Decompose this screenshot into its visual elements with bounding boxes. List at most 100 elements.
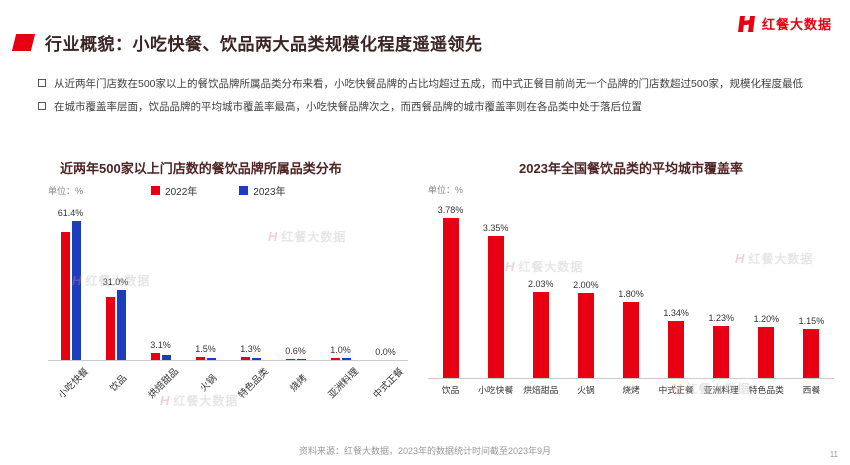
bar-group: 3.1% xyxy=(138,202,183,361)
category-label-zone: 饮品 xyxy=(93,361,138,415)
bar xyxy=(240,357,250,360)
bar-group: 1.5% xyxy=(183,202,228,361)
title-row: 行业概貌：小吃快餐、饮品两大品类规模化程度遥遥领先 xyxy=(11,30,483,55)
value-label: 3.35% xyxy=(482,223,509,234)
category-label: 中式正餐 xyxy=(658,385,694,395)
bar-group: 1.3% xyxy=(228,202,273,361)
chart-column: 1.15% 西餐 xyxy=(788,200,834,399)
chart-column: 1.0% 亚洲料理 xyxy=(318,202,363,415)
bar xyxy=(803,329,820,378)
chart-column: 1.20% 特色品类 xyxy=(743,200,789,399)
category-label: 特色品类 xyxy=(748,385,784,395)
category-label: 特色品类 xyxy=(236,366,272,401)
source-note: 资料来源：红餐大数据，2023年的数据统计时间截至2023年9月 xyxy=(298,446,552,456)
value-label: 1.34% xyxy=(663,308,689,319)
bar-group: 0.0% xyxy=(363,202,408,361)
bar xyxy=(161,354,171,360)
bar xyxy=(116,290,126,360)
bar xyxy=(577,293,594,378)
value-label: 1.23% xyxy=(708,312,734,323)
category-label-zone: 小吃快餐 xyxy=(48,361,93,415)
bar xyxy=(713,325,730,378)
chart-meta-row: 单位：% 2022年 2023年 xyxy=(48,183,408,198)
category-label: 烧烤 xyxy=(288,372,310,395)
legend-item: 2022年 xyxy=(151,183,197,198)
value-label: 3.78% xyxy=(437,204,464,215)
chart-column: 3.1% 烘焙甜品 xyxy=(138,202,183,415)
bullet-text: 从近两年门店数在500家以上的餐饮品牌所属品类分布来看，小吃快餐品牌的占比均超过… xyxy=(54,78,804,90)
value-label: 1.5% xyxy=(195,343,216,354)
value-label: 2.00% xyxy=(573,280,599,291)
chart-column: 0.0% 中式正餐 xyxy=(363,202,408,415)
bar-group: 31.0% xyxy=(93,202,138,361)
bar xyxy=(285,358,295,360)
unit-label: 单位：% xyxy=(428,185,464,195)
category-label: 饮品 xyxy=(441,385,460,395)
value-label: 1.3% xyxy=(240,344,261,355)
bar-plot: 61.4% 小吃快餐 31.0% 饮品 3.1% 烘焙甜品 1.5% 火锅 1.3% 特色品类 0.… xyxy=(48,202,408,415)
bar xyxy=(195,356,205,360)
category-label-zone: 中式正餐 xyxy=(363,361,408,415)
category-label: 中式正餐 xyxy=(371,366,407,401)
bar xyxy=(60,232,70,360)
category-label: 火锅 xyxy=(198,372,220,395)
category-label-zone: 烘焙甜品 xyxy=(138,361,183,415)
bar xyxy=(532,291,549,378)
bar xyxy=(487,236,504,378)
bar xyxy=(758,327,775,378)
bar xyxy=(105,296,115,360)
bar-group: 1.20% xyxy=(743,200,789,379)
category-label-zone: 特色品类 xyxy=(228,361,273,415)
category-label: 亚洲料理 xyxy=(703,385,739,395)
category-label: 亚洲料理 xyxy=(326,366,362,401)
value-label: 2.03% xyxy=(528,278,554,289)
chart-column: 3.35% 小吃快餐 xyxy=(473,200,519,399)
brand-logo-text: 红餐大数据 xyxy=(761,17,832,32)
chart-column: 3.78% 饮品 xyxy=(428,200,474,399)
value-label: 0.0% xyxy=(375,347,396,357)
bar xyxy=(442,217,459,378)
chart-column: 1.5% 火锅 xyxy=(183,202,228,415)
bar xyxy=(71,221,81,360)
category-label: 烘焙甜品 xyxy=(523,385,559,395)
bullet-list: 从近两年门店数在500家以上的餐饮品牌所属品类分布来看，小吃快餐品牌的占比均超过… xyxy=(38,76,820,123)
brand-logo: 红餐大数据 xyxy=(737,14,832,33)
value-label: 1.20% xyxy=(753,314,780,325)
bar xyxy=(341,358,351,360)
bar xyxy=(296,358,306,360)
category-label: 小吃快餐 xyxy=(56,366,92,401)
chart-column: 0.6% 烧烤 xyxy=(273,202,318,415)
category-label-zone: 火锅 xyxy=(183,361,228,415)
value-label: 1.0% xyxy=(330,344,351,355)
bar-group: 2.00% xyxy=(563,200,609,379)
legend-swatch-icon xyxy=(151,186,161,195)
chart-column: 1.3% 特色品类 xyxy=(228,202,273,415)
square-bullet-icon xyxy=(38,102,46,111)
chart-brand-category-distribution: 近两年500家以上门店数的餐饮品牌所属品类分布 单位：% 2022年 2023年 … xyxy=(48,150,408,415)
bar-group: 1.0% xyxy=(318,202,363,361)
bar-group: 3.78% xyxy=(428,200,474,379)
value-label: 1.15% xyxy=(798,316,825,327)
legend-swatch-icon xyxy=(239,186,249,195)
value-label: 3.1% xyxy=(150,340,171,351)
chart-title: 2023年全国餐饮品类的平均城市覆盖率 xyxy=(519,161,743,176)
bar-group: 1.15% xyxy=(788,200,834,379)
category-label: 烧烤 xyxy=(622,385,640,395)
category-label: 火锅 xyxy=(577,385,595,395)
bar-group: 0.6% xyxy=(273,202,318,361)
value-label: 0.6% xyxy=(285,345,306,356)
chart-column: 1.34% 中式正餐 xyxy=(653,200,699,399)
bar xyxy=(251,357,261,360)
bar xyxy=(330,357,340,360)
bar xyxy=(150,353,160,360)
bar xyxy=(623,301,639,378)
bullet-item: 在城市覆盖率层面，饮品品牌的平均城市覆盖率最高，小吃快餐品牌次之，而西餐品牌的城… xyxy=(38,99,820,115)
chart-column: 2.00% 火锅 xyxy=(563,200,609,399)
unit-label: 单位：% xyxy=(48,186,84,196)
legend-label: 2023年 xyxy=(253,187,286,198)
chart-title: 近两年500家以上门店数的餐饮品牌所属品类分布 xyxy=(60,161,342,176)
bar-plot: 3.78% 饮品 3.35% 小吃快餐 2.03% 烘焙甜品 2.00% 火锅 1.80% 烧烤 1… xyxy=(428,200,834,399)
charts-row: 近两年500家以上门店数的餐饮品牌所属品类分布 单位：% 2022年 2023年 … xyxy=(48,150,834,415)
chart-meta-row: 单位：% xyxy=(428,183,834,196)
